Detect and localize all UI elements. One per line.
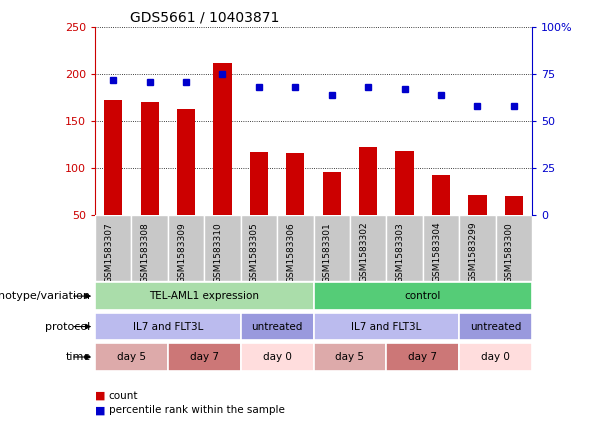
Text: GDS5661 / 10403871: GDS5661 / 10403871 [130,11,280,25]
Bar [313,313,459,340]
Bar [459,343,532,371]
Text: GSM1583299: GSM1583299 [468,222,478,283]
Bar [140,102,159,215]
Bar [504,197,523,215]
Text: day 0: day 0 [481,352,510,362]
Bar [250,152,268,215]
Text: IL7 and FLT3L: IL7 and FLT3L [132,321,203,332]
Bar [432,175,450,215]
Bar [95,283,313,310]
Bar [468,195,487,215]
Bar [386,343,459,371]
Bar [168,215,204,281]
Bar [95,343,168,371]
Bar [241,313,313,340]
Bar [313,343,386,371]
Text: GSM1583307: GSM1583307 [104,222,113,283]
Text: GSM1583308: GSM1583308 [140,222,150,283]
Text: untreated: untreated [251,321,303,332]
Bar [459,313,532,340]
Text: ■: ■ [95,390,105,401]
Bar [313,215,350,281]
Text: day 7: day 7 [190,352,219,362]
Bar [313,283,532,310]
Text: ■: ■ [95,405,105,415]
Text: day 7: day 7 [408,352,437,362]
Text: untreated: untreated [470,321,521,332]
Bar [95,313,241,340]
Bar [241,215,277,281]
Bar [359,147,377,215]
Text: GSM1583309: GSM1583309 [177,222,186,283]
Text: GSM1583300: GSM1583300 [505,222,514,283]
Text: time: time [66,352,91,362]
Bar [286,153,305,215]
Text: GSM1583301: GSM1583301 [323,222,332,283]
Bar [241,343,313,371]
Bar [204,215,241,281]
Text: GSM1583303: GSM1583303 [395,222,405,283]
Text: control: control [405,291,441,301]
Bar [395,151,414,215]
Text: GSM1583302: GSM1583302 [359,222,368,283]
Text: IL7 and FLT3L: IL7 and FLT3L [351,321,422,332]
Bar [386,215,423,281]
Bar [459,215,496,281]
Text: genotype/variation: genotype/variation [0,291,91,301]
Text: protocol: protocol [45,321,91,332]
Bar [177,109,195,215]
Bar [131,215,168,281]
Bar [423,215,459,281]
Text: day 5: day 5 [117,352,146,362]
Bar [95,215,131,281]
Text: day 0: day 0 [263,352,292,362]
Text: GSM1583305: GSM1583305 [250,222,259,283]
Bar [168,343,241,371]
Bar [350,215,386,281]
Bar [104,101,123,215]
Text: TEL-AML1 expression: TEL-AML1 expression [150,291,259,301]
Bar [496,215,532,281]
Bar [322,172,341,215]
Text: GSM1583304: GSM1583304 [432,222,441,283]
Text: day 5: day 5 [335,352,365,362]
Bar [277,215,313,281]
Text: percentile rank within the sample: percentile rank within the sample [109,405,284,415]
Text: GSM1583310: GSM1583310 [213,222,223,283]
Bar [213,63,232,215]
Text: count: count [109,390,138,401]
Text: GSM1583306: GSM1583306 [286,222,295,283]
